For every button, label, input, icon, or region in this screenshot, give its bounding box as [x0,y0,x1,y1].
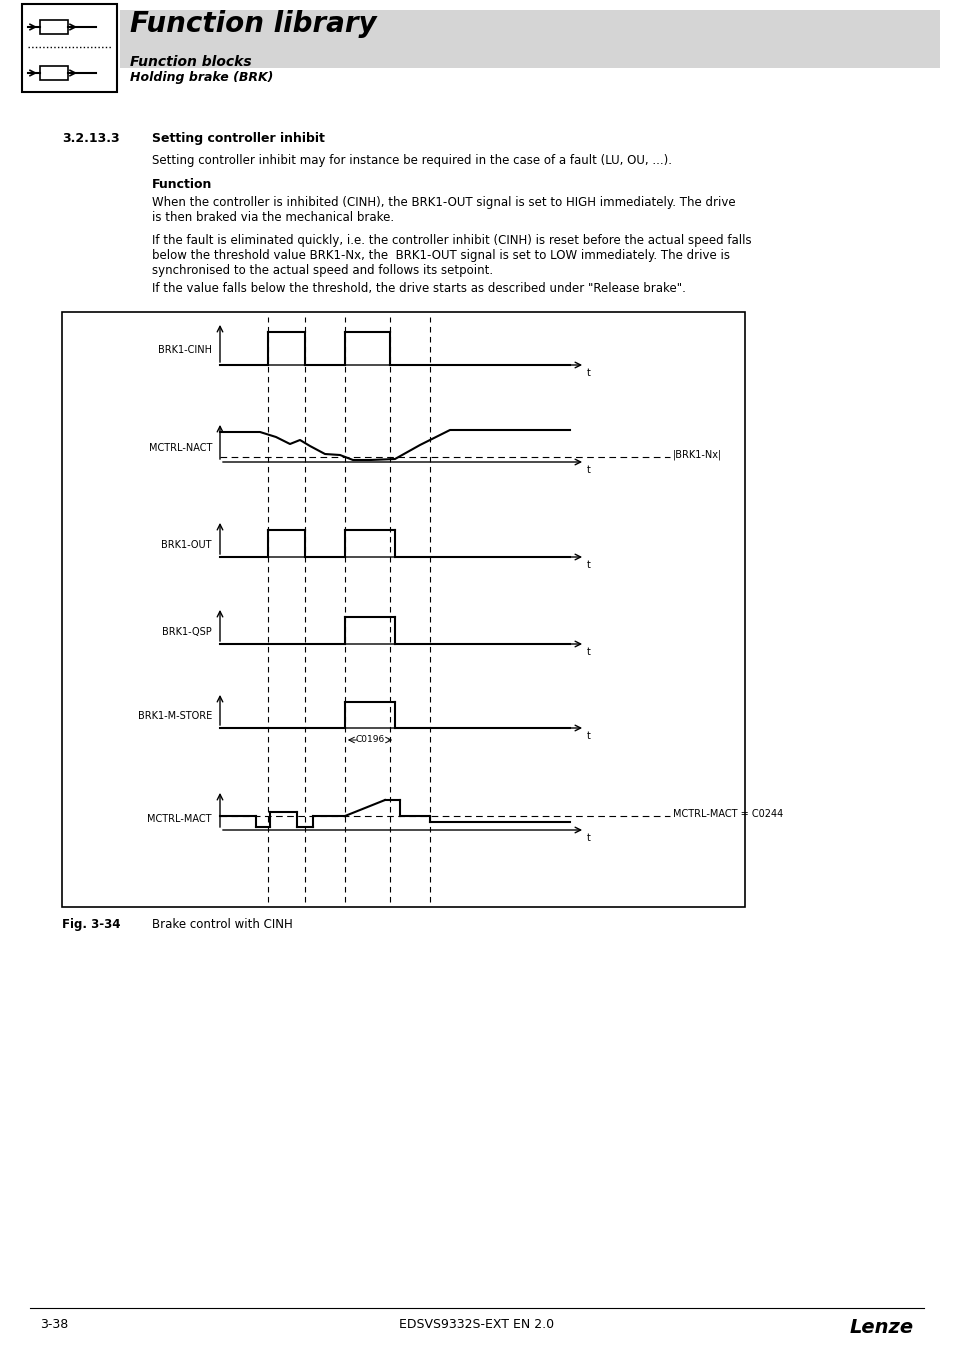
Text: MCTRL-MACT = C0244: MCTRL-MACT = C0244 [672,809,782,819]
Text: t: t [586,560,590,570]
Text: Function blocks: Function blocks [130,55,252,69]
Bar [120,9,939,68]
Bar [40,66,68,80]
Text: Brake control with CINH: Brake control with CINH [152,918,293,932]
Text: EDSVS9332S-EXT EN 2.0: EDSVS9332S-EXT EN 2.0 [399,1318,554,1331]
Text: MCTRL-MACT: MCTRL-MACT [148,814,212,824]
Text: Holding brake (BRK): Holding brake (BRK) [130,72,274,84]
Text: BRK1-M-STORE: BRK1-M-STORE [137,711,212,721]
Text: |BRK1-Nx|: |BRK1-Nx| [672,450,721,460]
Text: MCTRL-NACT: MCTRL-NACT [149,443,212,454]
Text: Function library: Function library [130,9,376,38]
Bar [22,4,117,92]
Text: t: t [586,730,590,741]
Text: 3.2.13.3: 3.2.13.3 [62,132,119,144]
Text: If the value falls below the threshold, the drive starts as described under "Rel: If the value falls below the threshold, … [152,282,685,296]
Text: 3-38: 3-38 [40,1318,69,1331]
Text: BRK1-CINH: BRK1-CINH [158,346,212,355]
Text: BRK1-QSP: BRK1-QSP [162,626,212,637]
Text: t: t [586,369,590,378]
Text: t: t [586,647,590,657]
Text: Function: Function [152,178,213,190]
Text: Lenze: Lenze [849,1318,913,1336]
Text: C0196: C0196 [355,736,384,744]
Text: Setting controller inhibit: Setting controller inhibit [152,132,325,144]
Text: t: t [586,464,590,475]
Text: BRK1-OUT: BRK1-OUT [161,540,212,549]
Text: t: t [586,833,590,842]
Text: Fig. 3-34: Fig. 3-34 [62,918,120,932]
Bar [62,312,744,907]
Text: Setting controller inhibit may for instance be required in the case of a fault (: Setting controller inhibit may for insta… [152,154,671,167]
Text: If the fault is eliminated quickly, i.e. the controller inhibit (CINH) is reset : If the fault is eliminated quickly, i.e.… [152,234,751,277]
Bar [40,20,68,34]
Text: When the controller is inhibited (CINH), the BRK1-OUT signal is set to HIGH imme: When the controller is inhibited (CINH),… [152,196,735,224]
